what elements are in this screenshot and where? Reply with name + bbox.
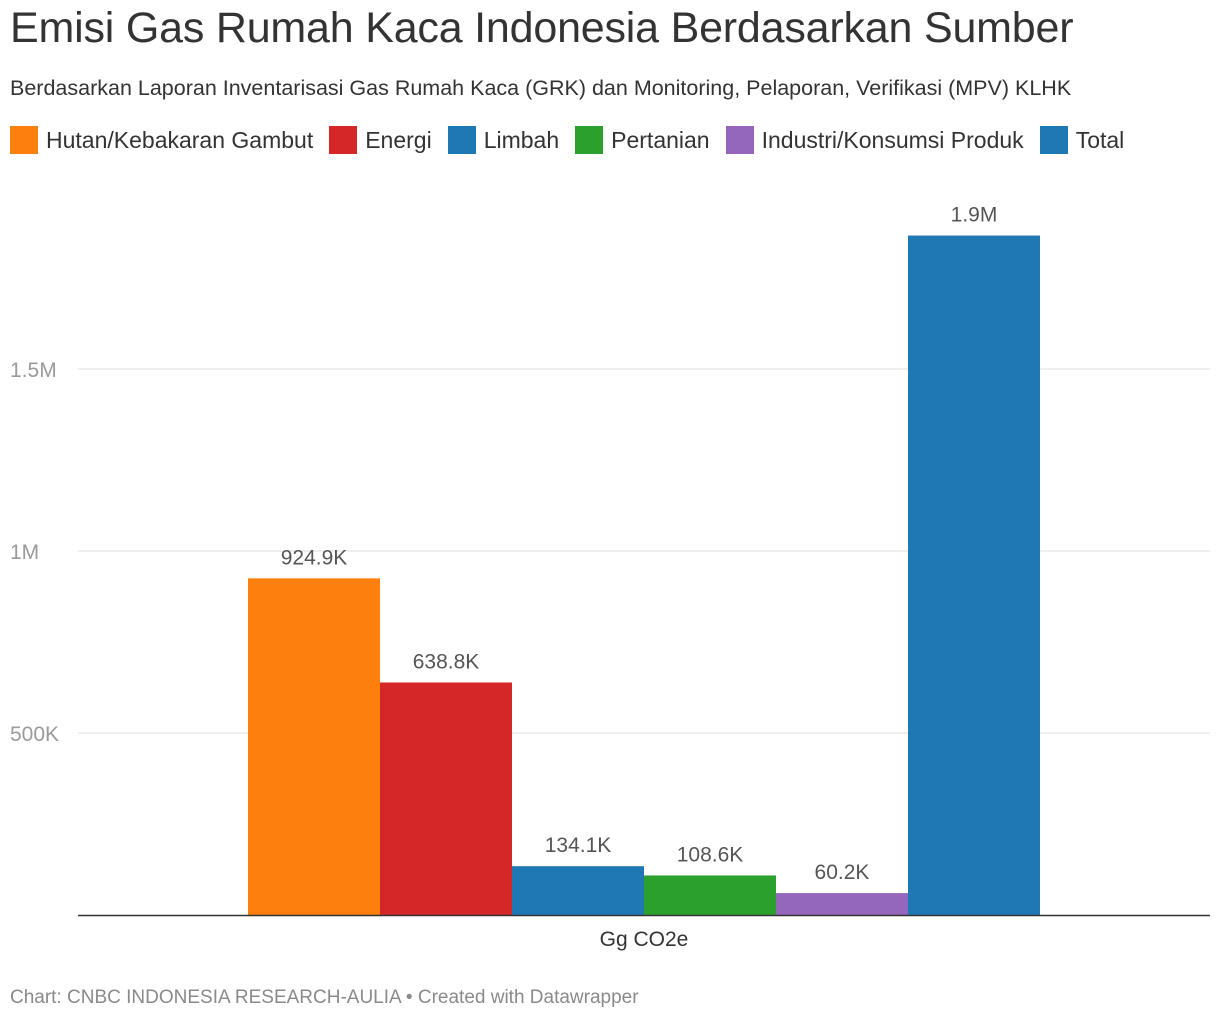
bar bbox=[908, 235, 1040, 915]
legend-label: Pertanian bbox=[611, 126, 710, 153]
legend-item: Limbah bbox=[447, 126, 560, 154]
legend-item: Industri/Konsumsi Produk bbox=[725, 126, 1024, 154]
bar-chart: 500K 1M 1.5M 924.9K 638.8K 134.1K 108.6K 60.2K 1… bbox=[10, 204, 1210, 951]
legend-swatch bbox=[329, 126, 358, 154]
y-tick-label: 1M bbox=[10, 541, 39, 564]
legend-swatch bbox=[10, 126, 38, 154]
legend-item: Total bbox=[1039, 126, 1125, 154]
bar-value-label: 60.2K bbox=[815, 861, 870, 884]
bar-value-label: 108.6K bbox=[677, 843, 744, 866]
legend-label: Energi bbox=[365, 126, 432, 153]
bar-value-label: 924.9K bbox=[281, 546, 348, 569]
bar bbox=[380, 682, 512, 915]
legend-label: Limbah bbox=[483, 126, 560, 153]
legend-swatch bbox=[575, 126, 604, 154]
legend-swatch bbox=[1039, 126, 1068, 154]
legend-swatch bbox=[447, 126, 476, 154]
bar-value-label: 638.8K bbox=[413, 650, 480, 673]
legend-item: Pertanian bbox=[575, 126, 710, 154]
chart-legend: Hutan/Kebakaran Gambut Energi Limbah Pertan… bbox=[10, 126, 1140, 154]
legend-item: Hutan/Kebakaran Gambut bbox=[10, 126, 313, 154]
bar bbox=[248, 578, 380, 915]
legend-swatch bbox=[725, 126, 754, 154]
chart-title: Emisi Gas Rumah Kaca Indonesia Berdasark… bbox=[10, 4, 1074, 52]
bar bbox=[776, 893, 908, 915]
chart-source-footer: Chart: CNBC INDONESIA RESEARCH-AULIA • C… bbox=[10, 987, 639, 1008]
legend-label: Hutan/Kebakaran Gambut bbox=[46, 126, 314, 153]
legend-label: Total bbox=[1075, 126, 1125, 153]
bar bbox=[644, 875, 776, 915]
x-category-label: Gg CO2e bbox=[600, 928, 689, 951]
bar-value-label: 1.9M bbox=[951, 204, 998, 227]
chart-subtitle: Berdasarkan Laporan Inventarisasi Gas Ru… bbox=[10, 76, 1072, 100]
bar bbox=[512, 866, 644, 915]
y-tick-label: 1.5M bbox=[10, 359, 57, 382]
bar-value-label: 134.1K bbox=[545, 834, 612, 857]
y-tick-label: 500K bbox=[10, 723, 59, 746]
legend-label: Industri/Konsumsi Produk bbox=[761, 126, 1024, 153]
legend-item: Energi bbox=[329, 126, 432, 154]
